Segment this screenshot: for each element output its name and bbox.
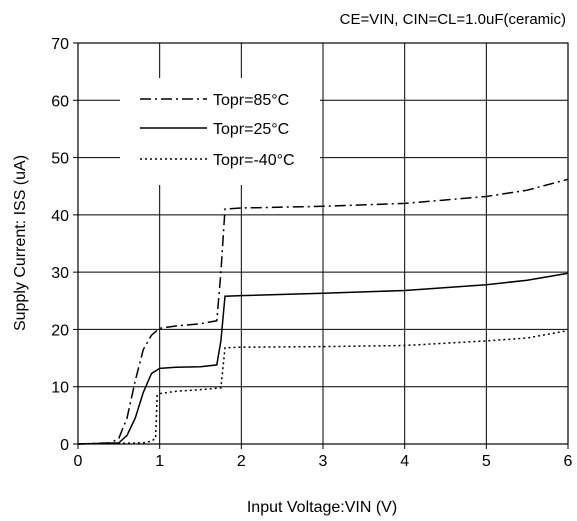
y-axis-label: Supply Current: ISS (uA) <box>12 155 29 331</box>
series-line-1 <box>77 272 569 445</box>
y-tick-label: 0 <box>60 437 69 454</box>
series-layer <box>77 178 569 445</box>
x-tick-label: 0 <box>74 453 83 470</box>
x-axis-label: Input Voltage:VIN (V) <box>247 499 397 516</box>
x-tick-label: 2 <box>237 453 246 470</box>
y-tick-label: 30 <box>51 265 69 282</box>
legend-label: Topr=25°C <box>213 121 289 138</box>
y-tick-label: 20 <box>51 322 69 339</box>
x-tick-label: 6 <box>564 453 573 470</box>
y-tick-label: 70 <box>51 36 69 53</box>
y-tick-label: 60 <box>51 93 69 110</box>
x-tick-label: 3 <box>319 453 328 470</box>
x-tick-label: 4 <box>400 453 409 470</box>
series-line-0 <box>77 178 569 445</box>
legend-box <box>120 78 320 185</box>
x-tick-label: 1 <box>155 453 164 470</box>
y-tick-label: 40 <box>51 208 69 225</box>
legend-label: Topr=-40°C <box>213 152 295 169</box>
legend: Topr=85°C Topr=25°C Topr=-40°C <box>120 78 320 185</box>
legend-label: Topr=85°C <box>213 92 289 109</box>
y-tick-label: 10 <box>51 380 69 397</box>
condition-annotation: CE=VIN, CIN=CL=1.0uF(ceramic) <box>340 11 566 28</box>
series-line-2 <box>77 329 569 445</box>
x-tick-label: 5 <box>482 453 491 470</box>
y-tick-label: 50 <box>51 151 69 168</box>
